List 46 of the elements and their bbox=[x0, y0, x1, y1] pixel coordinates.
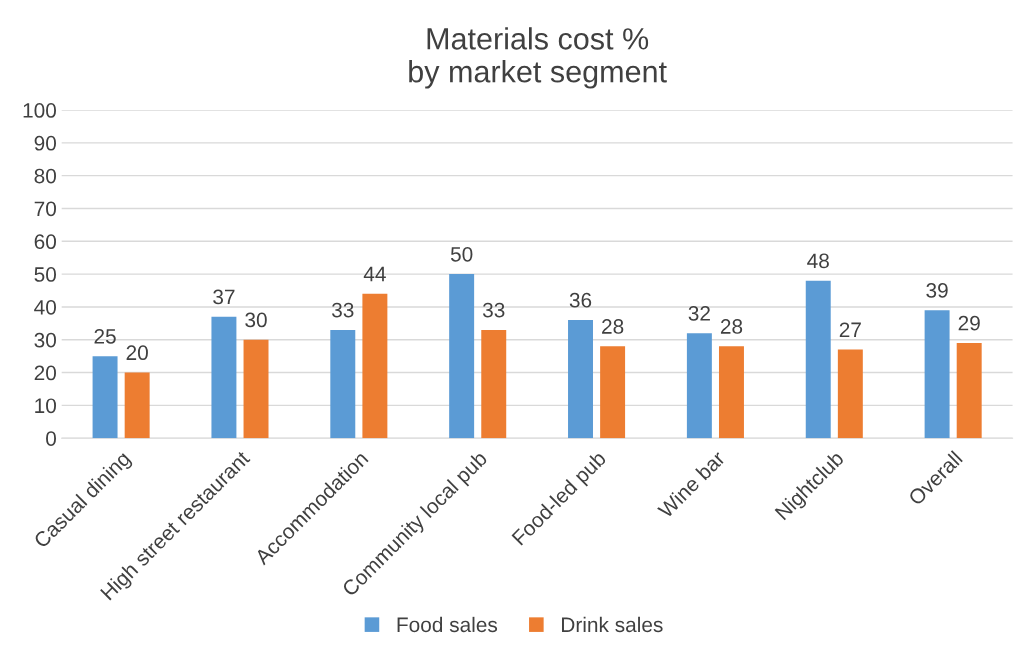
data-label: 44 bbox=[363, 266, 386, 282]
bar bbox=[449, 274, 475, 439]
data-label: 37 bbox=[213, 289, 235, 305]
data-label: 29 bbox=[958, 315, 980, 331]
bar bbox=[924, 310, 950, 439]
data-label: 48 bbox=[807, 253, 829, 269]
bar bbox=[362, 293, 388, 439]
data-label: 36 bbox=[569, 292, 592, 308]
y-tick-label: 10 bbox=[35, 398, 57, 414]
data-label: 28 bbox=[602, 319, 624, 334]
data-label: 33 bbox=[482, 302, 505, 318]
bar bbox=[956, 343, 982, 439]
bar bbox=[718, 346, 744, 439]
y-tick-label: 40 bbox=[34, 299, 57, 315]
bar bbox=[211, 316, 237, 439]
bar bbox=[124, 372, 150, 439]
data-label: 32 bbox=[688, 305, 710, 321]
bar bbox=[481, 329, 507, 439]
data-label: 28 bbox=[720, 319, 743, 334]
data-label: 25 bbox=[94, 328, 116, 344]
y-tick-label: 70 bbox=[34, 201, 57, 217]
y-tick-label: 100 bbox=[23, 103, 57, 118]
y-tick-label: 80 bbox=[34, 168, 57, 184]
bar bbox=[686, 333, 712, 439]
y-tick-label: 30 bbox=[34, 332, 57, 348]
data-label: 50 bbox=[450, 246, 473, 262]
data-label: 33 bbox=[332, 302, 354, 318]
y-tick-label: 20 bbox=[34, 365, 57, 381]
legend-label: Drink sales bbox=[562, 616, 663, 633]
bar bbox=[330, 329, 356, 439]
bar bbox=[805, 280, 831, 439]
legend-label: Food sales bbox=[397, 616, 498, 633]
chart-title: Materials cost % by market segment bbox=[409, 27, 667, 89]
bar bbox=[837, 349, 863, 439]
data-label: 39 bbox=[926, 283, 948, 298]
bar bbox=[600, 346, 626, 439]
bar bbox=[568, 320, 593, 439]
data-label: 27 bbox=[839, 322, 861, 337]
y-tick-label: 50 bbox=[34, 267, 57, 282]
y-tick-label: 0 bbox=[46, 431, 57, 446]
data-label: 20 bbox=[126, 345, 148, 361]
bar bbox=[92, 356, 118, 439]
bar bbox=[243, 339, 269, 439]
y-tick-label: 60 bbox=[34, 234, 57, 250]
y-tick-label: 90 bbox=[34, 135, 57, 151]
data-label: 30 bbox=[245, 312, 267, 328]
